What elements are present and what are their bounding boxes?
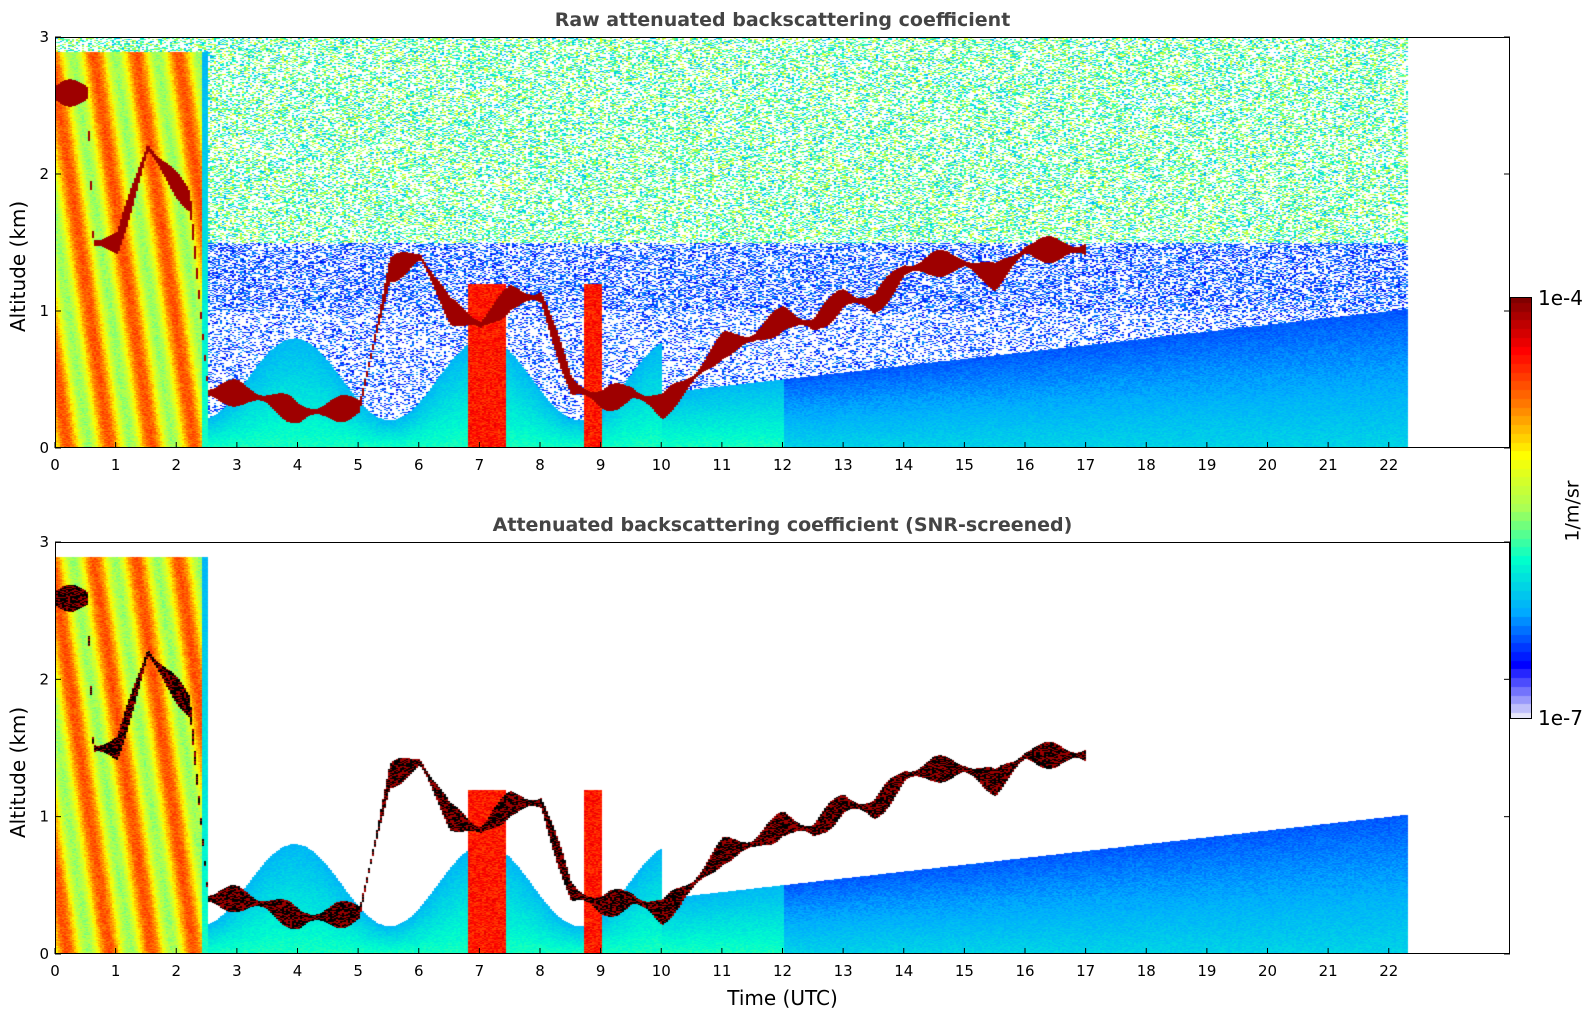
bottom-x-tick-label: 15 (955, 962, 974, 980)
bottom-plot-area (55, 542, 1510, 954)
top-x-tick-label: 10 (652, 456, 671, 474)
top-x-tick-label: 2 (171, 456, 181, 474)
top-x-tick-label: 20 (1258, 456, 1277, 474)
bottom-x-tick-label: 0 (50, 962, 60, 980)
bottom-x-tick-label: 10 (652, 962, 671, 980)
top-x-tick-label: 13 (834, 456, 853, 474)
bottom-x-tick-label: 9 (596, 962, 606, 980)
bottom-x-tick-label: 6 (414, 962, 424, 980)
top-x-tick-label: 21 (1319, 456, 1338, 474)
bottom-heatmap (56, 543, 1509, 953)
colorbar (1510, 297, 1532, 719)
top-x-tick-label: 5 (353, 456, 363, 474)
bottom-x-tick-label: 22 (1379, 962, 1398, 980)
bottom-y-tick-label: 2 (39, 670, 49, 688)
bottom-x-tick-label: 3 (232, 962, 242, 980)
bottom-x-tick-label: 1 (111, 962, 121, 980)
bottom-x-tick-label: 2 (171, 962, 181, 980)
top-x-tick-label: 15 (955, 456, 974, 474)
bottom-x-tick-label: 16 (1015, 962, 1034, 980)
top-x-tick-label: 19 (1197, 456, 1216, 474)
top-x-tick-label: 0 (50, 456, 60, 474)
top-x-tick-label: 22 (1379, 456, 1398, 474)
bottom-x-tick-label: 12 (773, 962, 792, 980)
bottom-x-tick-label: 7 (475, 962, 485, 980)
top-x-tick-label: 4 (293, 456, 303, 474)
bottom-x-tick-label: 21 (1319, 962, 1338, 980)
bottom-x-tick-label: 5 (353, 962, 363, 980)
top-y-tick-label: 0 (39, 439, 49, 457)
bottom-panel-title: Attenuated backscattering coefficient (S… (492, 514, 1073, 536)
bottom-y-tick-label: 3 (39, 533, 49, 551)
top-y-tick-label: 3 (39, 28, 49, 46)
bottom-x-tick-label: 18 (1137, 962, 1156, 980)
bottom-x-tick-label: 14 (894, 962, 913, 980)
top-x-tick-label: 8 (535, 456, 545, 474)
top-x-tick-label: 6 (414, 456, 424, 474)
bottom-xlabel: Time (UTC) (727, 986, 838, 1010)
bottom-x-tick-label: 8 (535, 962, 545, 980)
colorbar-min-label: 1e-7 (1538, 706, 1583, 730)
top-x-tick-label: 17 (1076, 456, 1095, 474)
bottom-x-tick-label: 20 (1258, 962, 1277, 980)
top-heatmap (56, 38, 1509, 447)
top-x-tick-label: 9 (596, 456, 606, 474)
bottom-y-tick-label: 1 (39, 808, 49, 826)
top-x-tick-label: 3 (232, 456, 242, 474)
top-x-tick-label: 1 (111, 456, 121, 474)
bottom-x-tick-label: 17 (1076, 962, 1095, 980)
top-y-tick-label: 2 (39, 165, 49, 183)
bottom-x-tick-label: 19 (1197, 962, 1216, 980)
colorbar-unit-label: 1/m/sr (1561, 480, 1584, 542)
bottom-x-tick-label: 13 (834, 962, 853, 980)
top-x-tick-label: 18 (1137, 456, 1156, 474)
colorbar-max-label: 1e-4 (1538, 286, 1583, 310)
top-x-tick-label: 11 (712, 456, 731, 474)
bottom-x-tick-label: 4 (293, 962, 303, 980)
top-x-tick-label: 14 (894, 456, 913, 474)
top-panel-title: Raw attenuated backscattering coefficien… (554, 9, 1011, 31)
top-x-tick-label: 16 (1015, 456, 1034, 474)
top-plot-area (55, 37, 1510, 448)
top-x-tick-label: 12 (773, 456, 792, 474)
bottom-x-tick-label: 11 (712, 962, 731, 980)
bottom-y-tick-label: 0 (39, 945, 49, 963)
top-x-tick-label: 7 (475, 456, 485, 474)
top-y-tick-label: 1 (39, 302, 49, 320)
